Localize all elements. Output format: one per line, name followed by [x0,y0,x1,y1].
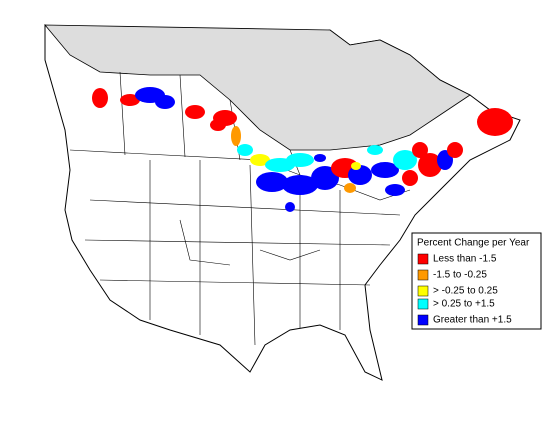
survey-region [155,95,175,109]
legend-box [411,232,542,330]
survey-region [237,144,253,156]
survey-region [185,105,205,119]
legend-swatch [417,285,429,297]
legend-label: Greater than +1.5 [433,315,512,326]
survey-region [210,119,226,131]
survey-region [231,126,241,146]
survey-region [393,150,417,170]
survey-region [282,175,318,195]
legend-swatch [417,269,429,281]
survey-regions [92,87,513,212]
legend-swatch [417,314,429,326]
legend-swatch [417,253,429,265]
survey-region [385,184,405,196]
legend-swatch [417,298,429,310]
legend: Percent Change per Year Less than -1.5 -1… [411,232,542,330]
survey-region [418,153,442,177]
survey-region [447,142,463,158]
survey-region [367,145,383,155]
survey-region [351,162,361,170]
survey-region [402,170,418,186]
survey-region [311,166,339,190]
survey-region [250,154,270,166]
survey-region [256,172,288,192]
survey-region [92,88,108,108]
survey-region [120,94,140,106]
survey-region [285,202,295,212]
survey-region [477,108,513,136]
no-data-region [44,24,471,151]
survey-region [371,162,399,178]
legend-label: > 0.25 to +1.5 [433,299,495,310]
survey-region [344,183,356,193]
survey-region [286,153,314,167]
survey-region [412,142,428,158]
legend-label: > -0.25 to 0.25 [433,286,498,297]
legend-title: Percent Change per Year [417,238,530,249]
legend-items: Less than -1.5 -1.5 to -0.25 > -0.25 to 0.… [417,253,512,326]
survey-region [348,165,372,185]
survey-region [314,154,326,162]
legend-label: Less than -1.5 [433,254,497,265]
boundaries [69,71,411,346]
legend-label: -1.5 to -0.25 [433,270,487,281]
